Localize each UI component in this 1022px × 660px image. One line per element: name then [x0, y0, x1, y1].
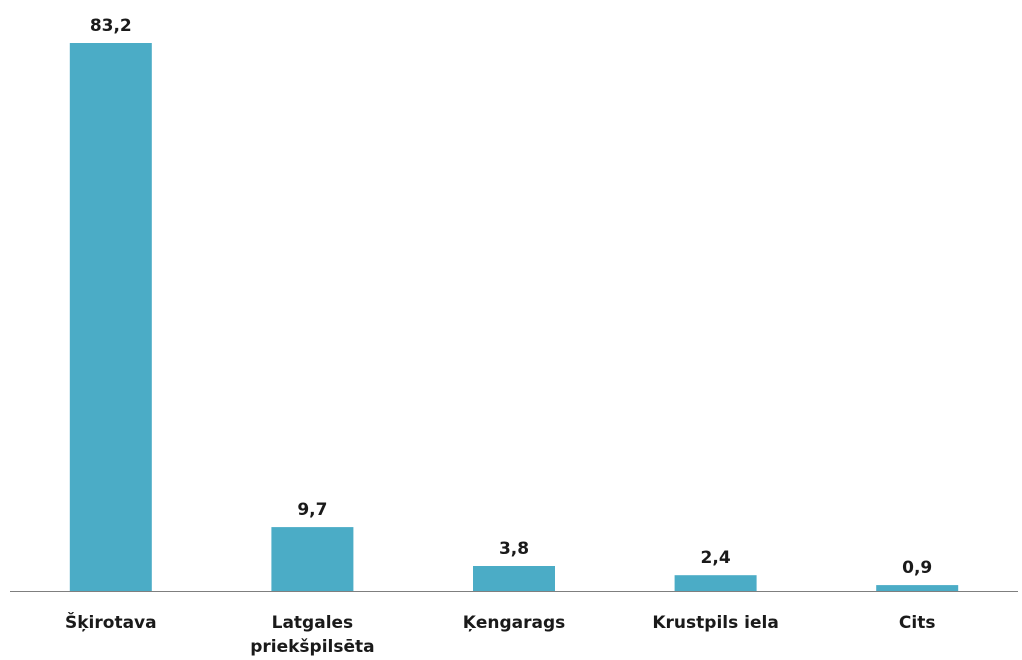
labels-layer: 83,2 Šķirotava 9,7 Latgales priekšpilsēta 3,8… — [65, 16, 935, 657]
data-label-1: 9,7 — [297, 500, 327, 520]
category-label-line: Šķirotava — [65, 611, 157, 633]
bar-2 — [473, 566, 555, 591]
data-label-4: 0,9 — [902, 558, 932, 578]
category-label-3: Krustpils iela — [652, 613, 778, 633]
bar-3 — [674, 575, 757, 591]
bar-4 — [876, 585, 959, 591]
bar-1 — [271, 527, 354, 591]
category-label-line: Krustpils iela — [652, 613, 778, 633]
data-label-3: 2,4 — [701, 548, 731, 568]
data-label-0: 83,2 — [90, 16, 132, 36]
bar-0 — [69, 43, 152, 591]
category-label-4: Cits — [899, 613, 936, 633]
category-label-line: priekšpilsēta — [250, 637, 374, 657]
category-label-line: Cits — [899, 613, 936, 633]
category-label-1: Latgales priekšpilsēta — [250, 613, 374, 657]
category-label-0: Šķirotava — [65, 611, 157, 633]
data-label-2: 3,8 — [499, 539, 529, 559]
bars-layer — [69, 43, 959, 591]
category-label-line: Ķengarags — [463, 613, 566, 633]
category-label-2: Ķengarags — [463, 613, 566, 633]
category-label-line: Latgales — [272, 613, 354, 633]
